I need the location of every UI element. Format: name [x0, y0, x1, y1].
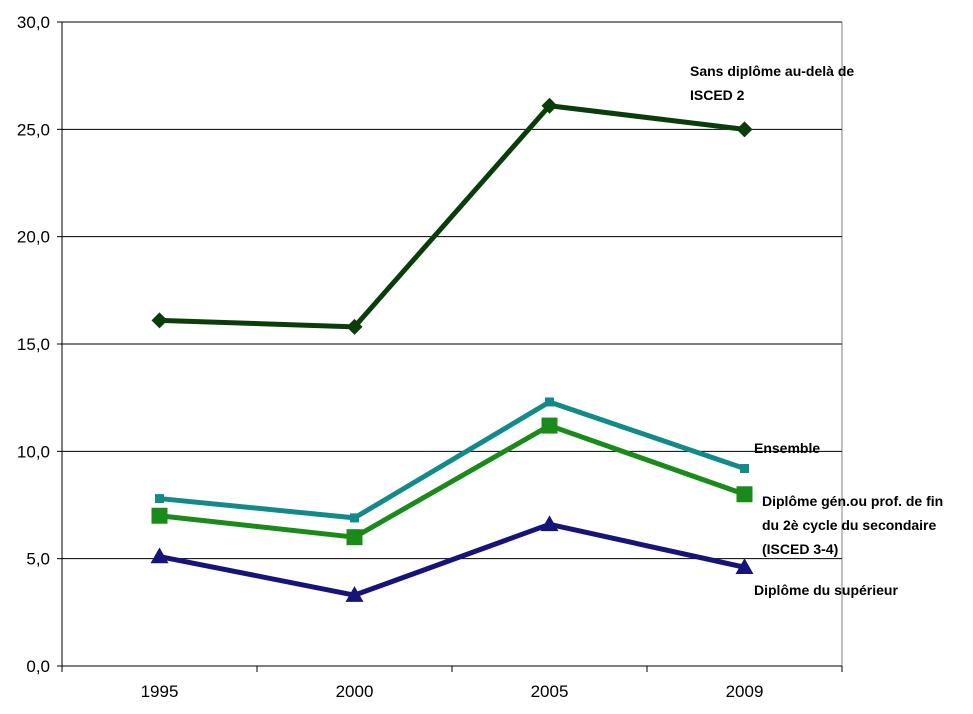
y-tick-label: 15,0	[17, 335, 50, 354]
data-point-diamond	[151, 312, 168, 329]
series-label-line: Diplôme gén.ou prof. de fin	[762, 493, 943, 509]
series-label-line: Sans diplôme au-delà de	[690, 63, 854, 79]
x-tick-label: 2009	[726, 682, 764, 701]
data-point-triangle	[735, 558, 754, 575]
x-tick-label: 1995	[141, 682, 179, 701]
series-label-line: Ensemble	[754, 440, 820, 456]
data-point-diamond	[736, 121, 753, 138]
data-point-small-square	[350, 513, 359, 523]
series-line	[159, 423, 746, 540]
data-point-diamond	[541, 97, 558, 114]
series-label: Diplôme du supérieur	[754, 582, 898, 598]
grid-layer	[62, 21, 843, 666]
series-label-line: (ISCED 3-4)	[762, 541, 838, 557]
series-label-line: Diplôme du supérieur	[754, 582, 898, 598]
x-tick-label: 2005	[531, 682, 569, 701]
series-label: Diplôme gén.ou prof. de fin du 2è cycle d…	[762, 493, 943, 557]
data-point-square	[541, 417, 558, 434]
series-line	[159, 399, 746, 521]
data-point-triangle	[150, 547, 169, 564]
series-label-line: ISCED 2	[690, 87, 745, 103]
data-point-square	[736, 486, 753, 503]
data-point-triangle	[345, 586, 364, 602]
x-tick-label: 2000	[336, 682, 374, 701]
series-label: Sans diplôme au-delà de ISCED 2	[690, 63, 854, 103]
series-layer	[150, 97, 754, 602]
series-line	[159, 103, 745, 330]
data-point-square	[151, 507, 168, 524]
data-point-diamond	[346, 318, 363, 335]
y-tick-label: 10,0	[17, 442, 50, 461]
series-label-line: du 2è cycle du secondaire	[762, 517, 937, 533]
axis-layer: 0,0 5,0 10,0 15,0 20,0 25,0 30,0 1995 2000 2005 20…	[17, 13, 843, 701]
series-label: Ensemble	[754, 440, 820, 456]
data-point-square	[346, 529, 363, 546]
data-point-small-square	[155, 494, 164, 504]
data-point-small-square	[740, 464, 749, 474]
data-point-triangle	[540, 515, 559, 532]
y-tick-label: 20,0	[17, 228, 50, 247]
y-tick-label: 25,0	[17, 120, 50, 139]
y-tick-label: 0,0	[26, 657, 50, 676]
y-tick-label: 5,0	[26, 550, 50, 569]
data-point-small-square	[545, 397, 554, 407]
y-tick-label: 30,0	[17, 13, 50, 32]
label-layer: Sans diplôme au-delà de ISCED 2 Ensemble Di…	[690, 63, 943, 598]
series-line	[159, 521, 746, 598]
